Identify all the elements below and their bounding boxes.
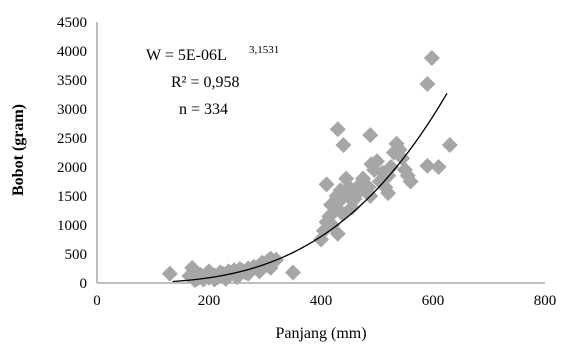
y-tick-label: 4500 <box>57 15 87 31</box>
x-tick-label: 200 <box>198 293 221 309</box>
data-point <box>380 185 397 202</box>
data-point <box>329 121 346 138</box>
equation-main: W = 5E-06L <box>146 47 227 64</box>
data-point <box>206 271 223 288</box>
y-tick-label: 2000 <box>57 160 87 176</box>
y-tick-label: 0 <box>80 276 88 292</box>
data-point <box>369 153 385 170</box>
y-tick-labels: 0 500 1000 1500 2000 2500 3000 3500 4000 4500 <box>57 15 87 292</box>
x-tick-label: 0 <box>93 293 101 309</box>
data-point <box>240 265 257 282</box>
x-axis-title: Panjang (mm) <box>275 325 366 342</box>
data-point <box>441 136 458 153</box>
data-point <box>419 157 436 174</box>
y-tick-label: 500 <box>65 247 88 263</box>
y-axis-title: Bobot (gram) <box>10 104 27 196</box>
y-tick-label: 3000 <box>57 102 87 118</box>
y-tick-label: 2500 <box>57 131 87 147</box>
r-squared: R² = 0,958 <box>171 74 240 91</box>
trendline <box>172 92 448 283</box>
data-point <box>329 225 346 242</box>
y-tick-label: 1000 <box>57 218 87 234</box>
data-point <box>161 265 178 282</box>
data-points <box>161 49 458 289</box>
data-point <box>383 159 399 175</box>
x-tick-label: 600 <box>422 293 445 309</box>
data-point <box>335 136 352 153</box>
data-point <box>423 49 440 66</box>
y-tick-label: 4000 <box>57 44 87 60</box>
data-point <box>430 159 447 175</box>
data-point <box>217 270 234 287</box>
x-tick-labels: 0 200 400 600 800 <box>93 293 556 309</box>
axes <box>96 22 545 284</box>
equation-annotation: W = 5E-06L 3,1531 R² = 0,958 n = 334 <box>146 44 279 118</box>
equation-exponent: 3,1531 <box>249 44 279 56</box>
data-point <box>362 127 379 144</box>
y-tick-label: 1500 <box>57 189 87 205</box>
data-point <box>402 173 419 190</box>
sample-size: n = 334 <box>179 101 228 118</box>
x-tick-label: 800 <box>534 293 557 309</box>
x-tick-label: 400 <box>310 293 333 309</box>
data-point <box>419 76 436 93</box>
y-tick-label: 3500 <box>57 73 87 89</box>
data-point <box>318 176 335 193</box>
data-point <box>285 264 301 281</box>
